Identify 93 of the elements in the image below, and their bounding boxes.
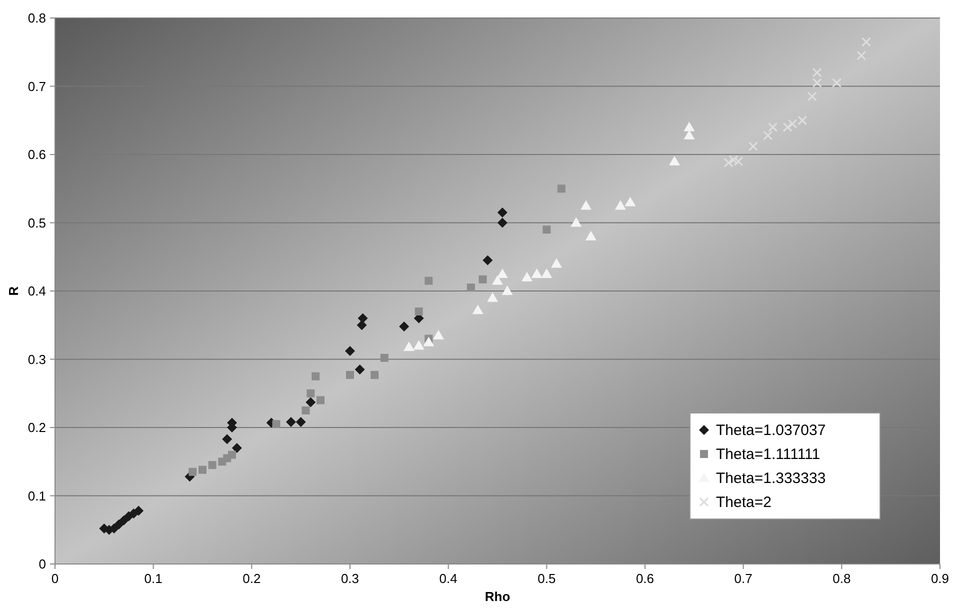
- point: [306, 397, 316, 408]
- point: [788, 118, 798, 129]
- x-axis-title: Rho: [484, 589, 510, 604]
- legend-label: Theta=2: [716, 494, 772, 511]
- point: [487, 292, 498, 302]
- point: [728, 155, 738, 165]
- point: [424, 276, 433, 285]
- point: [306, 389, 315, 398]
- point: [482, 255, 493, 266]
- point: [492, 275, 503, 285]
- point: [531, 268, 542, 278]
- y-tick-label: 0.3: [28, 352, 46, 367]
- point: [614, 200, 626, 210]
- point: [222, 434, 232, 444]
- point: [585, 230, 596, 240]
- point: [466, 284, 475, 292]
- x-tick-label: 0.2: [242, 571, 261, 586]
- point: [354, 364, 365, 374]
- point: [345, 346, 355, 356]
- point: [433, 330, 444, 340]
- point: [134, 506, 144, 516]
- point: [763, 130, 773, 140]
- point: [232, 442, 242, 453]
- point: [832, 78, 842, 88]
- legend-label: Theta=1.333333: [716, 470, 826, 487]
- x-tick-label: 0.6: [636, 571, 654, 586]
- y-tick-label: 0.8: [28, 10, 46, 26]
- x-tick-label: 0.4: [439, 571, 458, 586]
- point: [404, 341, 414, 351]
- point: [414, 307, 423, 316]
- y-tick-label: 0.4: [28, 284, 46, 298]
- point: [861, 37, 872, 47]
- point: [580, 200, 592, 210]
- y-tick-label: 0.6: [28, 147, 46, 162]
- legend-label: Theta=1.037037: [716, 422, 826, 439]
- y-tick-label: 0.2: [28, 420, 46, 435]
- point: [798, 116, 808, 126]
- point: [228, 450, 236, 459]
- point: [188, 468, 197, 476]
- point: [551, 258, 562, 268]
- x-tick-label: 0.1: [144, 571, 162, 586]
- point: [807, 92, 817, 102]
- legend-label: Theta=1.111111: [716, 446, 820, 463]
- point: [399, 321, 410, 332]
- point: [208, 461, 216, 470]
- point: [118, 515, 129, 526]
- point: [497, 208, 508, 218]
- point: [856, 50, 866, 60]
- y-axis-title: R: [6, 286, 21, 296]
- point: [496, 268, 508, 278]
- x-tick-label: 0.8: [832, 571, 851, 586]
- point: [734, 156, 744, 166]
- point: [423, 336, 434, 346]
- point: [272, 420, 280, 428]
- point: [522, 272, 532, 282]
- point: [380, 354, 388, 362]
- x-tick-label: 0.3: [340, 571, 360, 586]
- point: [542, 226, 551, 234]
- point: [346, 370, 354, 379]
- y-tick-label: 0: [38, 556, 46, 572]
- point: [198, 466, 206, 474]
- x-tick-label: 0.9: [930, 571, 950, 586]
- point: [624, 196, 636, 206]
- point: [296, 417, 306, 428]
- y-tick-label: 0.1: [28, 488, 46, 504]
- point: [302, 406, 310, 414]
- point: [782, 122, 792, 132]
- point: [286, 417, 296, 428]
- point: [684, 122, 695, 132]
- point: [724, 158, 734, 168]
- point: [684, 130, 695, 140]
- point: [502, 286, 513, 295]
- point: [316, 396, 324, 404]
- point: [570, 217, 582, 227]
- point: [370, 370, 379, 379]
- point: [413, 340, 424, 350]
- point: [478, 275, 487, 284]
- x-tick-label: 0: [51, 571, 59, 586]
- x-tick-label: 0.5: [538, 571, 556, 586]
- point: [541, 268, 552, 278]
- x-tick-label: 0.7: [734, 571, 752, 586]
- point: [497, 218, 508, 228]
- y-tick-label: 0.7: [28, 78, 46, 94]
- point: [109, 524, 119, 534]
- point: [557, 184, 566, 193]
- point: [669, 156, 680, 166]
- point: [358, 313, 368, 324]
- point: [768, 122, 778, 132]
- point: [748, 142, 758, 152]
- point: [472, 304, 484, 314]
- point: [114, 519, 124, 530]
- y-tick-label: 0.5: [28, 215, 46, 230]
- point: [312, 372, 320, 380]
